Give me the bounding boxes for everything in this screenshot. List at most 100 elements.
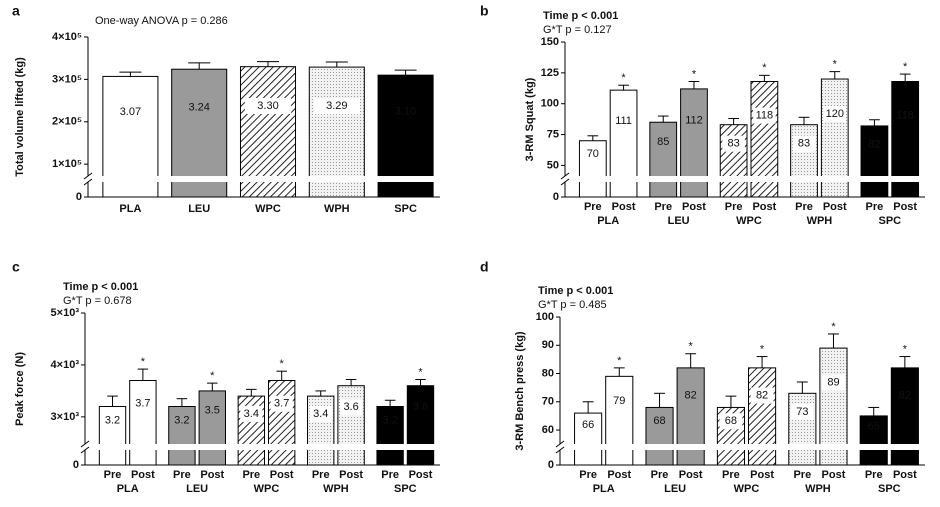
y-tick-label: 4×10⁵	[52, 31, 82, 43]
value-label: 3.2	[174, 415, 189, 427]
series-label: Post	[612, 201, 636, 213]
y-tick-label: 0	[76, 191, 82, 203]
series-label: Pre	[725, 201, 743, 213]
value-label: 83	[727, 138, 739, 150]
x-tick-label: PLA	[117, 483, 139, 495]
y-tick-label: 4×10³	[51, 359, 80, 371]
series-label: Pre	[104, 469, 122, 481]
bar	[406, 385, 435, 466]
value-label: 118	[756, 110, 774, 122]
y-tick-label: 1×10⁵	[52, 158, 82, 170]
value-label: 82	[685, 389, 697, 401]
bar	[890, 367, 919, 466]
significance: *	[141, 356, 146, 368]
label-box	[313, 98, 360, 115]
y-tick-label: 70	[542, 396, 554, 408]
significance: *	[280, 358, 285, 370]
value-label: 3.6	[343, 401, 358, 413]
x-tick-label: WPC	[734, 483, 760, 495]
x-tick-label: SPC	[878, 483, 901, 495]
x-tick-label: LEU	[186, 483, 208, 495]
y-tick-label: 75	[547, 128, 559, 140]
series-label: Post	[893, 469, 917, 481]
bar	[748, 367, 777, 466]
significance: *	[833, 59, 838, 71]
value-label: 118	[896, 110, 914, 122]
significance: *	[903, 343, 908, 355]
x-tick-label: SPC	[878, 215, 901, 227]
y-tick-label: 80	[542, 367, 554, 379]
bar	[605, 375, 634, 466]
subtitle: G*T p = 0.127	[543, 24, 612, 36]
series-label: Pre	[312, 469, 330, 481]
x-tick-label: SPC	[394, 483, 417, 495]
series-label: Post	[823, 201, 847, 213]
label-box	[340, 399, 363, 416]
value-label: 79	[613, 395, 625, 407]
series-label: Post	[893, 201, 917, 213]
label-box	[244, 97, 292, 114]
value-label: 82	[899, 389, 911, 401]
break-mark	[83, 172, 93, 180]
value-label: 3.2	[105, 415, 120, 427]
value-label: 82	[868, 138, 880, 150]
bar	[788, 392, 817, 466]
panel-label: d	[480, 259, 489, 275]
bar	[308, 66, 365, 198]
break-mark	[560, 178, 570, 186]
value-label: 3.24	[188, 102, 209, 114]
y-tick-label: 150	[541, 36, 559, 48]
subtitle: G*T p = 0.485	[538, 299, 607, 311]
significance: *	[210, 370, 215, 382]
x-tick-label: WPH	[805, 483, 831, 495]
bar	[578, 140, 607, 198]
y-tick-label: 0	[73, 459, 79, 471]
x-tick-label: LEU	[668, 215, 690, 227]
series-label: Pre	[654, 201, 672, 213]
bar	[168, 405, 196, 466]
x-tick-label: WPC	[736, 215, 762, 227]
series-label: Pre	[865, 469, 883, 481]
y-tick-label: 100	[541, 98, 559, 110]
value-label: 85	[657, 136, 669, 148]
label-box	[240, 405, 263, 422]
series-label: Post	[200, 469, 224, 481]
label-box	[822, 374, 845, 391]
y-tick-label: 50	[547, 159, 559, 171]
x-tick-label: WPH	[324, 203, 350, 215]
series-label: Post	[752, 201, 776, 213]
panel-label: b	[480, 3, 489, 19]
significance: *	[762, 62, 767, 74]
bar	[860, 125, 889, 198]
label-box	[719, 413, 743, 430]
value-label: 120	[826, 108, 844, 120]
series-label: Post	[409, 469, 433, 481]
value-label: 3.4	[244, 408, 259, 420]
series-label: Pre	[651, 469, 669, 481]
y-tick-label: 125	[541, 67, 559, 79]
bar	[649, 121, 678, 198]
value-label: 89	[827, 377, 839, 389]
series-label: Pre	[242, 469, 260, 481]
y-axis-label: 3-RM Bench press (kg)	[514, 331, 526, 451]
bar	[171, 68, 228, 198]
bar	[574, 412, 603, 466]
y-tick-label: 2×10⁵	[52, 116, 82, 128]
significance: *	[617, 355, 622, 367]
panel-label: c	[12, 259, 20, 275]
significance: *	[418, 366, 423, 378]
value-label: 3.7	[135, 398, 150, 410]
significance: *	[689, 341, 694, 353]
break-mark	[83, 178, 93, 186]
y-tick-label: 60	[542, 424, 554, 436]
bar	[98, 405, 127, 466]
value-label: 68	[653, 415, 665, 427]
value-label: 73	[796, 406, 808, 418]
label-box	[750, 387, 774, 404]
x-tick-label: WPH	[807, 215, 833, 227]
series-label: Pre	[173, 469, 191, 481]
value-label: 3.5	[205, 404, 220, 416]
value-label: 3.6	[413, 401, 428, 413]
series-label: Pre	[722, 469, 740, 481]
significance: *	[621, 72, 626, 84]
